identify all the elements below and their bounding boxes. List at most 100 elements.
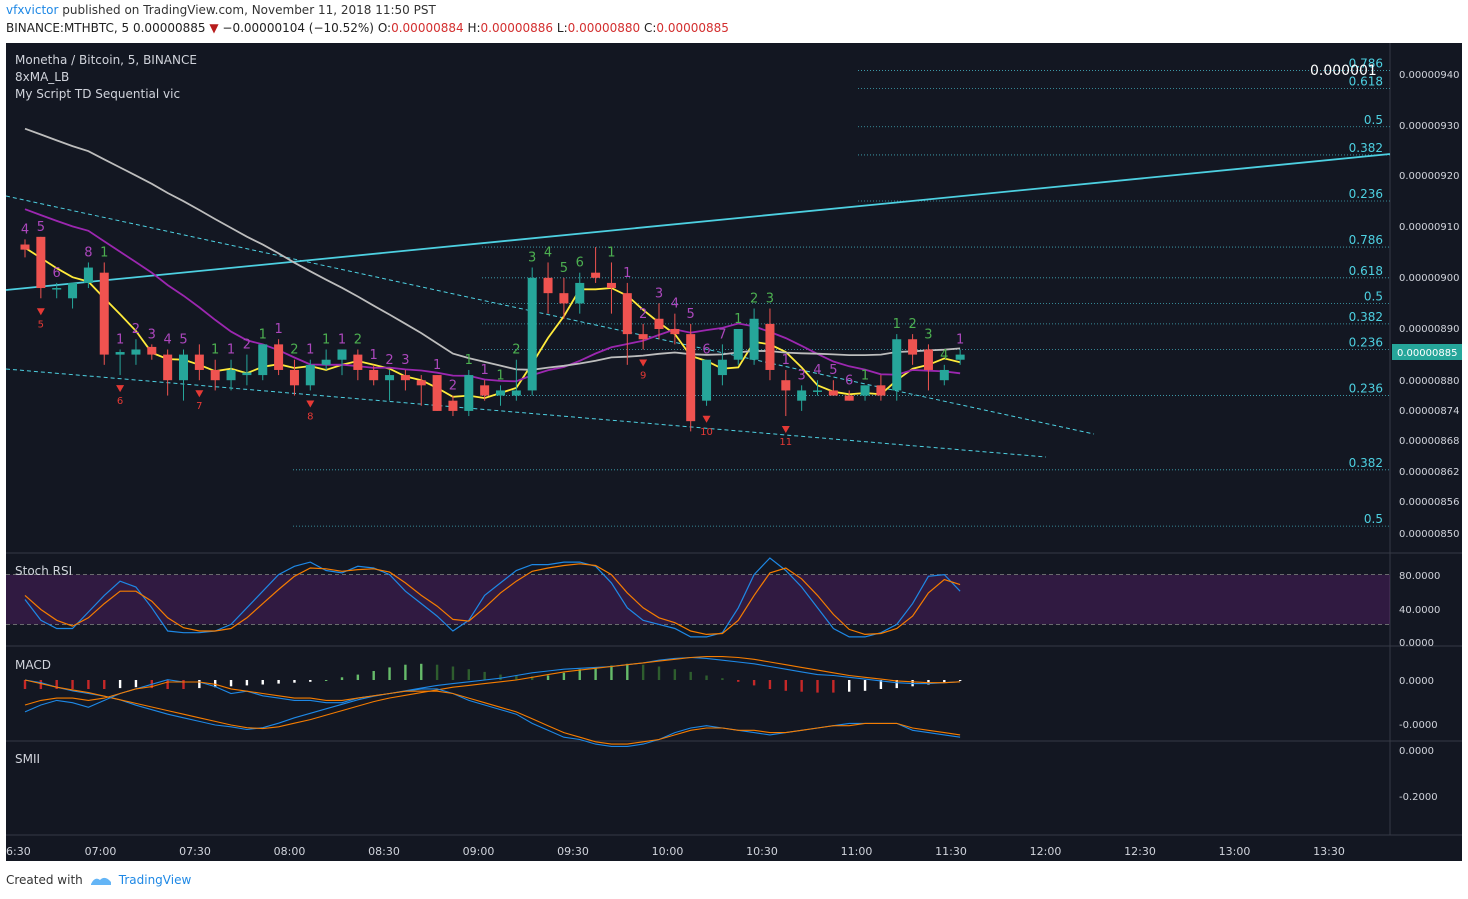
moving-average-line [24, 208, 961, 383]
price-tick-label: 0.00000862 [1399, 467, 1459, 478]
fib-level-label: 0.236 [1349, 382, 1383, 396]
candle-body [52, 288, 62, 290]
td-sell-count: 5 [38, 319, 44, 330]
macd-title: MACD [15, 658, 51, 672]
stoch-tick-label: 40.0000 [1399, 605, 1440, 616]
macd-histogram-bar [768, 680, 772, 689]
macd-histogram-bar [483, 671, 486, 680]
td-sell-count: 7 [196, 401, 202, 412]
fib-level-label: 0.5 [1364, 512, 1383, 526]
tradingview-link[interactable]: TradingView [118, 873, 192, 887]
candle-body [432, 375, 442, 411]
x-tick-label: 10:30 [746, 845, 778, 858]
macd-series-line [24, 656, 961, 730]
legend-indicator-td: My Script TD Sequential vic [15, 87, 180, 101]
td-count-label: 1 [116, 332, 124, 347]
candle-body [654, 318, 664, 329]
price-tick-label: 0.00000940 [1399, 70, 1459, 81]
macd-histogram-bar [261, 680, 264, 685]
price-tick-label: 0.00000930 [1399, 121, 1459, 132]
symbol-label: BINANCE:MTHBTC, 5 [6, 21, 130, 35]
td-count-label: 3 [148, 327, 156, 342]
macd-histogram-bar [610, 665, 613, 680]
td-sell-arrow [639, 359, 648, 367]
fib-level-label: 0.618 [1349, 74, 1383, 88]
macd-histogram-bar [879, 680, 883, 689]
top-right-value: 0.000001 [1310, 63, 1377, 79]
price-tick-label: 0.00000920 [1399, 171, 1459, 182]
td-count-label: 1 [861, 368, 869, 383]
td-count-label: 1 [607, 245, 615, 260]
td-count-label: 4 [671, 297, 679, 312]
td-count-label: 6 [576, 256, 584, 271]
td-count-label: 6 [845, 373, 853, 388]
macd-histogram-bar [103, 680, 106, 689]
macd-histogram-bar [71, 680, 74, 689]
fib-level-label: 0.5 [1364, 289, 1383, 303]
chart-frame[interactable]: 0.786 0.618 0.5 0.382 0.236 0.786 0.618 0.5 0.38… [6, 43, 1462, 861]
candle-body [416, 380, 426, 386]
td-count-label: 1 [274, 322, 282, 337]
td-sell-arrow [36, 308, 45, 316]
price-tick-label: 0.00000856 [1399, 497, 1459, 508]
fib-level-label: 0.618 [1349, 264, 1383, 278]
td-count-label: 3 [924, 327, 932, 342]
td-count-label: 2 [908, 317, 916, 332]
fib-level-label: 0.236 [1349, 335, 1383, 349]
grid-layer [6, 43, 1462, 836]
descending-channel-lower [6, 368, 1047, 458]
candle-body [131, 349, 141, 355]
candle-body [448, 400, 458, 411]
td-count-label: 4 [21, 222, 29, 237]
stoch-tick-label: 80.0000 [1399, 571, 1440, 582]
candle-body [83, 267, 93, 283]
macd-histogram-bar [816, 680, 819, 693]
macd-histogram-bar [198, 680, 201, 689]
td-sell-arrow [781, 426, 790, 434]
td-count-label: 1 [306, 343, 314, 358]
macd-histogram-bar [420, 663, 423, 680]
price-tick-label: 0.00000874 [1399, 406, 1459, 417]
macd-histogram-bar [721, 678, 724, 680]
chart-canvas[interactable]: 0.786 0.618 0.5 0.382 0.236 0.786 0.618 0.5 0.38… [6, 43, 1462, 861]
x-tick-label: 10:00 [652, 845, 684, 858]
candle-body [733, 329, 743, 360]
legend-indicator-ma: 8xMA_LB [15, 70, 69, 84]
macd-histogram-bar [293, 680, 296, 683]
td-sell-arrow [306, 400, 315, 408]
macd-histogram-bar [689, 671, 692, 680]
macd-histogram-bar [800, 680, 803, 692]
candle-body [622, 293, 632, 335]
macd-histogram-bar [546, 675, 550, 680]
author-link[interactable]: vfxvictor [6, 3, 59, 17]
high-value: 0.00000886 [480, 21, 554, 35]
macd-histogram-bar [23, 680, 27, 689]
x-tick-label: 13:30 [1313, 845, 1345, 858]
publish-info: vfxvictor published on TradingView.com, … [6, 3, 436, 17]
x-tick-label: 12:00 [1030, 845, 1062, 858]
ascending-trendline [6, 153, 1391, 291]
td-count-label: 2 [750, 292, 758, 307]
price-badge [1392, 344, 1462, 360]
td-count-label: 4 [544, 245, 552, 260]
macd-histogram-bar [309, 680, 312, 682]
legend-title: Monetha / Bitcoin, 5, BINANCE [15, 53, 197, 67]
macd-histogram-bar [340, 677, 344, 680]
td-count-label: 1 [338, 332, 346, 347]
candle-body [511, 390, 521, 396]
candle-body [226, 369, 236, 381]
td-sell-count: 9 [640, 370, 646, 381]
td-count-label: 3 [655, 286, 663, 301]
x-tick-label: 09:00 [463, 845, 495, 858]
fib-level-label: 0.786 [1349, 56, 1383, 70]
td-count-label: 5 [37, 220, 45, 235]
macd-histogram-bar [562, 672, 566, 680]
macd-histogram-bar [451, 666, 455, 680]
macd-histogram-bar [467, 669, 470, 680]
td-sell-count: 11 [779, 437, 792, 448]
td-count-label: 1 [370, 348, 378, 363]
candle-body [258, 344, 268, 376]
fib-level-label: 0.236 [1349, 187, 1383, 201]
td-count-label: 1 [496, 368, 504, 383]
td-sell-count: 8 [307, 411, 313, 422]
